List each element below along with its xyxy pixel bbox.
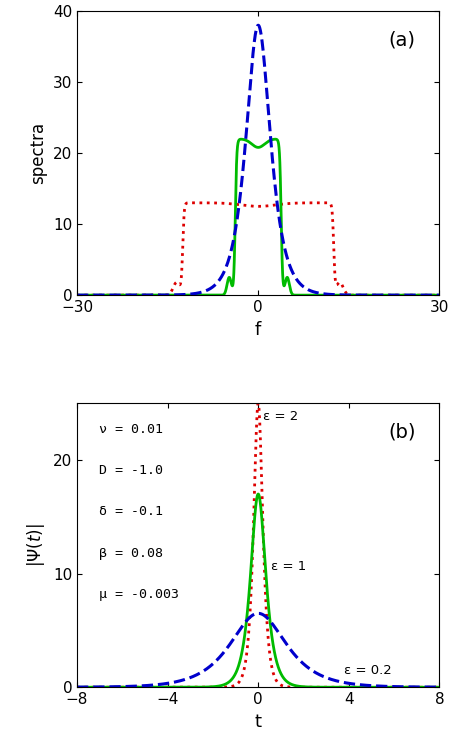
X-axis label: t: t <box>255 713 262 731</box>
Text: (a): (a) <box>389 31 416 50</box>
Text: δ = -0.1: δ = -0.1 <box>99 506 163 518</box>
Text: ε = 1: ε = 1 <box>271 560 307 573</box>
Text: ε = 0.2: ε = 0.2 <box>344 664 392 677</box>
Text: β = 0.08: β = 0.08 <box>99 547 163 559</box>
Text: μ = -0.003: μ = -0.003 <box>99 588 179 600</box>
Y-axis label: $|\Psi(t)|$: $|\Psi(t)|$ <box>25 523 48 567</box>
Text: ε = 2: ε = 2 <box>263 410 299 423</box>
Text: (b): (b) <box>388 423 416 442</box>
Y-axis label: spectra: spectra <box>29 122 47 184</box>
X-axis label: f: f <box>255 320 261 339</box>
Text: D = -1.0: D = -1.0 <box>99 465 163 477</box>
Text: ν = 0.01: ν = 0.01 <box>99 423 163 436</box>
